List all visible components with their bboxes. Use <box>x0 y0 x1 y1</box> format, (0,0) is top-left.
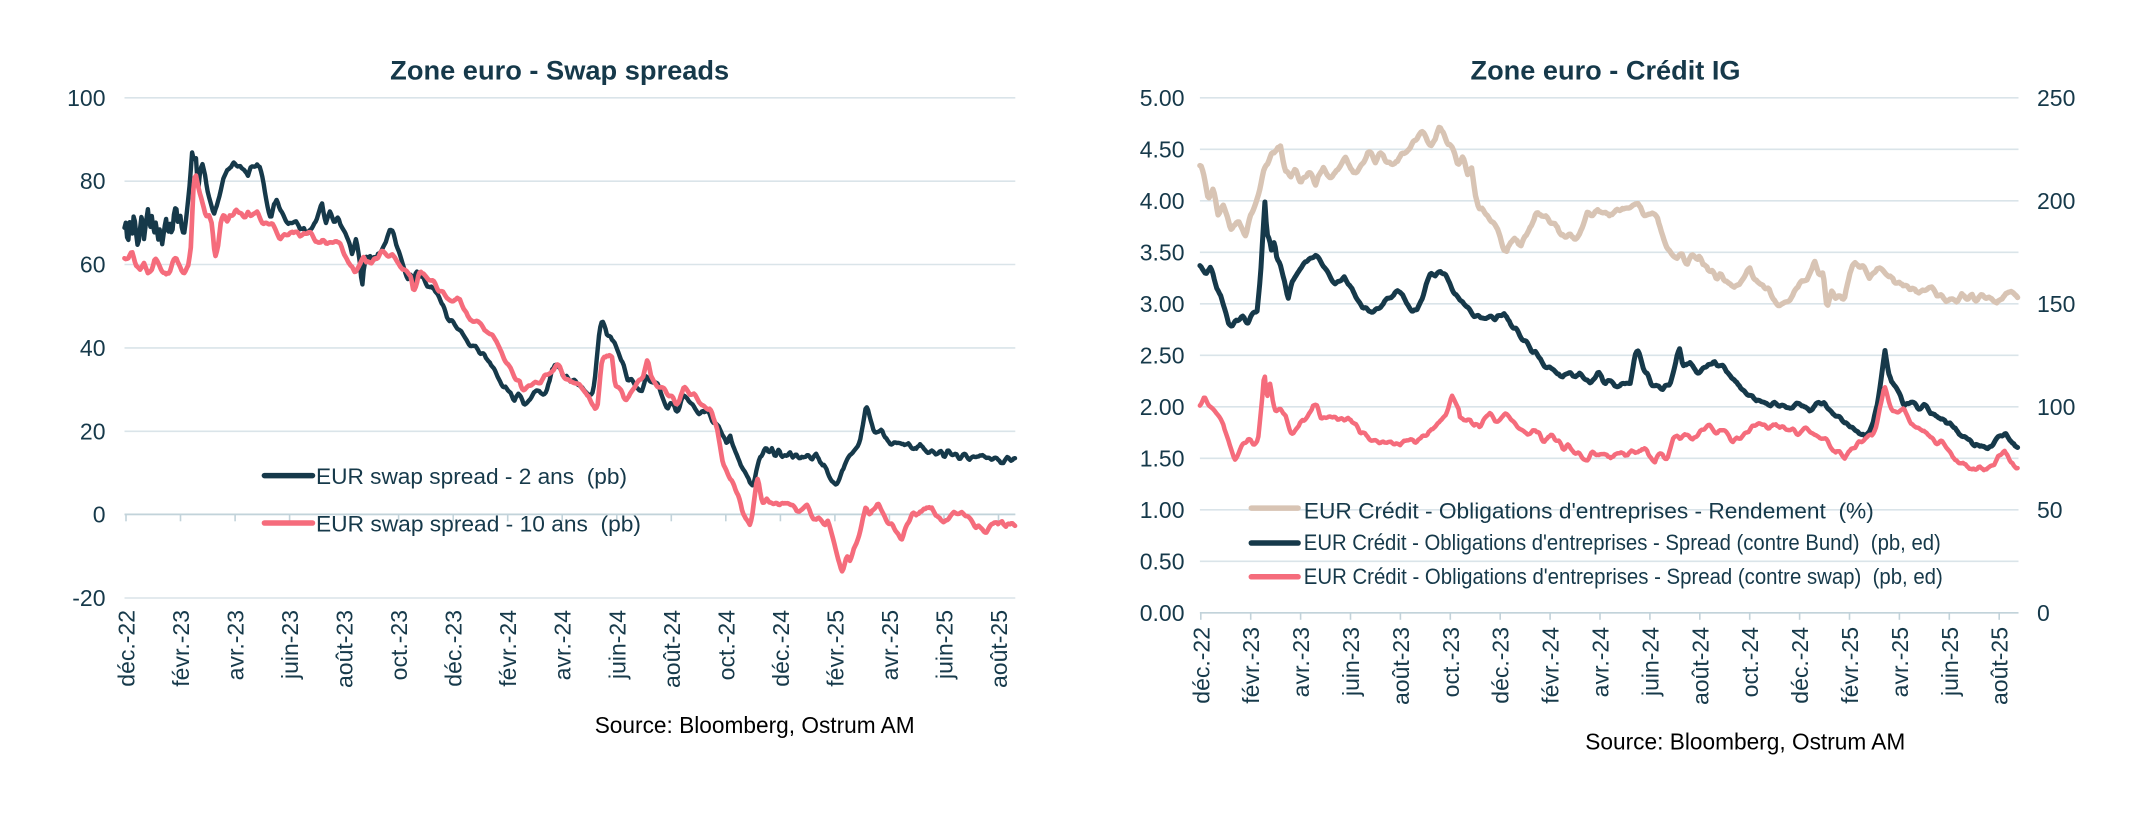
svg-text:juin-25: juin-25 <box>1937 627 1963 697</box>
svg-text:août-24: août-24 <box>659 610 685 688</box>
svg-text:250: 250 <box>2037 85 2075 111</box>
svg-text:EUR Crédit - Obligations d'ent: EUR Crédit - Obligations d'entreprises -… <box>1304 498 1874 523</box>
svg-text:EUR Crédit - Obligations d'ent: EUR Crédit - Obligations d'entreprises -… <box>1304 530 1941 555</box>
svg-text:déc.-24: déc.-24 <box>1787 627 1813 704</box>
svg-text:août-24: août-24 <box>1687 627 1713 705</box>
svg-text:avr.-23: avr.-23 <box>1288 627 1314 697</box>
svg-text:1.00: 1.00 <box>1140 497 1185 523</box>
svg-text:juin-24: juin-24 <box>604 610 630 680</box>
svg-text:50: 50 <box>2037 497 2063 523</box>
svg-text:3.00: 3.00 <box>1140 291 1185 317</box>
svg-text:avr.-24: avr.-24 <box>1588 627 1614 698</box>
svg-text:août-25: août-25 <box>986 610 1012 688</box>
svg-text:0: 0 <box>93 502 106 528</box>
svg-text:Source: Bloomberg, Ostrum AM: Source: Bloomberg, Ostrum AM <box>1585 729 1905 755</box>
svg-text:déc.-23: déc.-23 <box>1488 627 1514 704</box>
svg-text:avr.-25: avr.-25 <box>877 610 903 680</box>
svg-text:oct.-23: oct.-23 <box>1438 627 1464 697</box>
svg-text:EUR swap spread - 2 ans (pb): EUR swap spread - 2 ans (pb) <box>316 464 627 489</box>
svg-text:100: 100 <box>2037 394 2075 420</box>
svg-text:févr.-24: févr.-24 <box>1538 627 1564 704</box>
svg-text:déc.-24: déc.-24 <box>768 610 794 687</box>
svg-text:août-23: août-23 <box>332 610 358 688</box>
svg-text:5.00: 5.00 <box>1140 85 1185 111</box>
svg-text:80: 80 <box>80 168 106 194</box>
svg-text:100: 100 <box>67 85 105 111</box>
svg-text:150: 150 <box>2037 291 2075 317</box>
svg-text:EUR swap spread - 10 ans (pb): EUR swap spread - 10 ans (pb) <box>316 512 641 537</box>
svg-text:oct.-23: oct.-23 <box>386 610 412 680</box>
svg-text:2.00: 2.00 <box>1140 394 1185 420</box>
svg-text:août-23: août-23 <box>1388 627 1414 705</box>
svg-text:déc.-22: déc.-22 <box>1188 627 1214 704</box>
svg-text:juin-23: juin-23 <box>277 610 303 680</box>
svg-text:févr.-25: févr.-25 <box>1837 627 1863 704</box>
svg-text:Zone euro - Swap spreads: Zone euro - Swap spreads <box>390 56 729 86</box>
svg-text:-20: -20 <box>72 585 105 611</box>
svg-text:avr.-24: avr.-24 <box>550 610 576 681</box>
svg-text:juin-23: juin-23 <box>1338 627 1364 697</box>
svg-text:févr.-23: févr.-23 <box>1238 627 1264 704</box>
svg-text:juin-24: juin-24 <box>1637 627 1663 697</box>
svg-text:0.50: 0.50 <box>1140 548 1185 574</box>
svg-text:déc.-22: déc.-22 <box>114 610 140 687</box>
svg-text:EUR Crédit - Obligations d'ent: EUR Crédit - Obligations d'entreprises -… <box>1304 564 1943 589</box>
svg-text:Source: Bloomberg, Ostrum AM: Source: Bloomberg, Ostrum AM <box>595 712 915 738</box>
svg-text:4.00: 4.00 <box>1140 188 1185 214</box>
svg-text:0: 0 <box>2037 600 2050 626</box>
svg-text:août-25: août-25 <box>1987 627 2013 705</box>
svg-text:40: 40 <box>80 335 106 361</box>
svg-text:2.50: 2.50 <box>1140 342 1185 368</box>
svg-text:200: 200 <box>2037 188 2075 214</box>
svg-text:3.50: 3.50 <box>1140 239 1185 265</box>
svg-text:oct.-24: oct.-24 <box>1737 627 1763 698</box>
svg-text:avr.-23: avr.-23 <box>223 610 249 680</box>
svg-text:oct.-24: oct.-24 <box>713 610 739 681</box>
svg-text:0.00: 0.00 <box>1140 600 1185 626</box>
svg-text:avr.-25: avr.-25 <box>1887 627 1913 697</box>
svg-text:juin-25: juin-25 <box>932 610 958 680</box>
svg-text:févr.-23: févr.-23 <box>168 610 194 687</box>
svg-text:Zone euro - Crédit IG: Zone euro - Crédit IG <box>1471 56 1741 86</box>
svg-text:20: 20 <box>80 418 106 444</box>
svg-text:févr.-24: févr.-24 <box>495 610 521 687</box>
svg-text:févr.-25: févr.-25 <box>822 610 848 687</box>
svg-text:4.50: 4.50 <box>1140 136 1185 162</box>
svg-text:déc.-23: déc.-23 <box>441 610 467 687</box>
svg-text:1.50: 1.50 <box>1140 445 1185 471</box>
svg-text:60: 60 <box>80 252 106 278</box>
